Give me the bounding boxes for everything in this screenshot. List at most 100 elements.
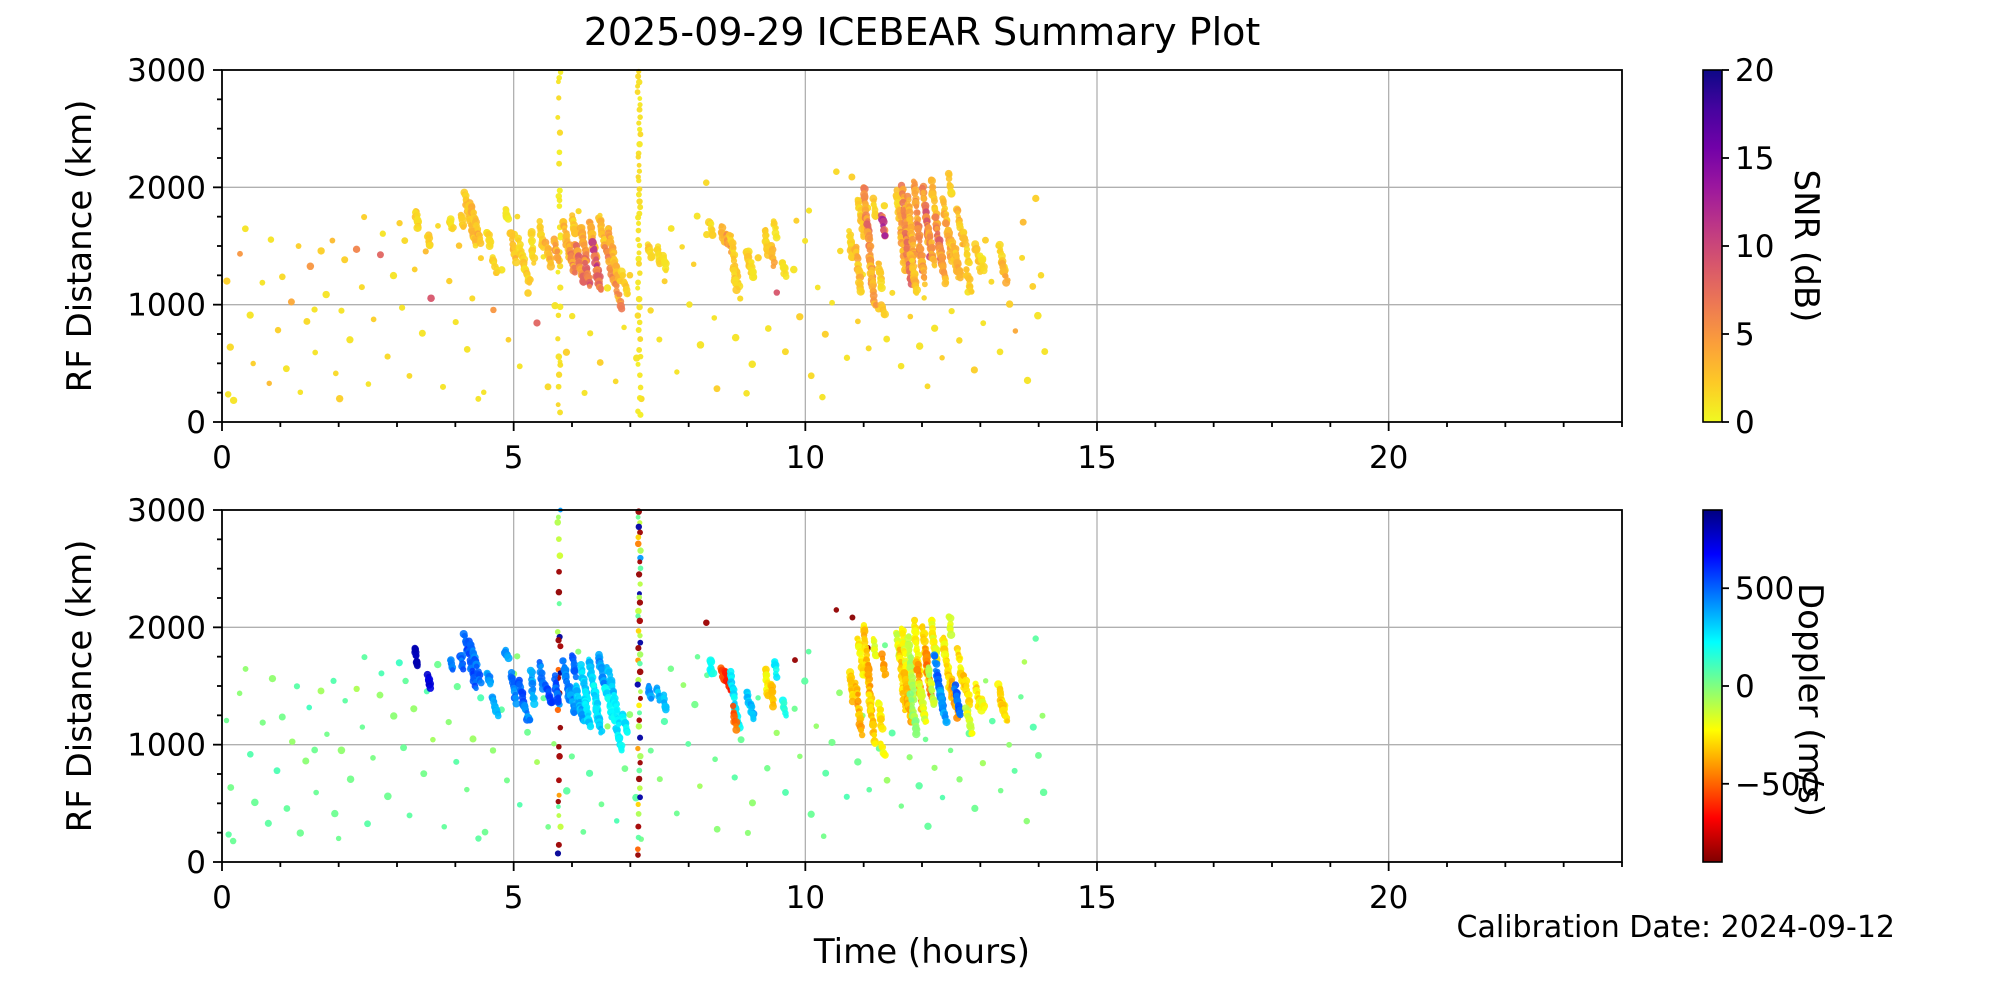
echo-point: [790, 265, 798, 274]
trail-point: [477, 679, 485, 687]
echo-point: [296, 829, 304, 837]
meteor-trail: [500, 646, 513, 663]
trail-point: [531, 260, 537, 266]
echo-point: [948, 308, 955, 315]
echo-point: [490, 306, 497, 314]
meteor-trail: [526, 666, 539, 709]
trail-point: [863, 647, 870, 654]
interference-point: [637, 353, 644, 360]
meteor-trail: [874, 260, 886, 293]
echo-point: [410, 705, 418, 713]
meteor-trail: [565, 683, 579, 717]
trail-point: [916, 245, 925, 253]
echo-point: [358, 284, 365, 291]
echo-point: [279, 273, 286, 281]
echo-point: [575, 648, 582, 655]
trail-point: [764, 232, 770, 239]
interference-point: [637, 760, 643, 766]
trail-point: [530, 699, 539, 709]
trail-point: [780, 264, 789, 273]
meteor-trail: [423, 231, 434, 250]
echo-point: [924, 383, 931, 390]
meteor-trail: [520, 261, 534, 286]
meteor-trail: [609, 691, 623, 728]
meteor-trail: [580, 694, 595, 731]
meteor-trail: [846, 228, 856, 262]
interference-point: [634, 540, 642, 548]
trail-point: [426, 242, 434, 250]
meteor-trail: [770, 658, 781, 681]
echo-point: [445, 718, 452, 726]
echo-point: [434, 660, 442, 669]
echo-point: [711, 315, 718, 321]
interference-point: [556, 187, 563, 194]
echo-point: [1039, 712, 1046, 719]
doppler-colorbar-label: Doppler (m/s): [1790, 582, 1830, 818]
trail-point: [866, 269, 875, 278]
echo-point: [226, 343, 234, 351]
meteor-trail: [877, 740, 889, 759]
interference-point: [636, 120, 642, 126]
echo-point: [764, 765, 771, 772]
echo-point: [568, 753, 575, 760]
echo-point: [463, 345, 471, 353]
echo-point: [246, 750, 254, 758]
echo-point: [829, 299, 835, 306]
trail-point: [613, 282, 620, 289]
trail-point: [881, 670, 890, 678]
echo-point: [337, 746, 346, 755]
echo-point: [524, 728, 531, 736]
interference-point: [554, 706, 562, 714]
trail-point: [881, 232, 889, 240]
echo-point: [907, 313, 914, 320]
echo-point: [854, 318, 861, 325]
interference-point: [636, 599, 644, 606]
echo-point: [389, 271, 398, 280]
meteor-trail: [959, 671, 974, 709]
interference-point: [556, 777, 562, 784]
echo-point: [223, 277, 231, 285]
y-tick-label: 1000: [127, 728, 206, 764]
trail-point: [956, 711, 964, 719]
echo-point: [982, 236, 989, 244]
trail-point: [928, 243, 937, 252]
trail-point: [969, 288, 975, 295]
echo-point: [712, 756, 718, 763]
echo-point: [453, 758, 460, 765]
y-tick-label: 3000: [127, 493, 206, 529]
meteor-trail: [951, 681, 964, 719]
echo-point: [755, 695, 761, 701]
trail-point: [648, 253, 656, 261]
meteor-trail: [519, 701, 534, 724]
interference-point: [555, 402, 561, 408]
meteor-trail: [767, 680, 777, 711]
trail-point: [485, 242, 494, 250]
echo-point: [317, 247, 325, 255]
echo-point: [563, 787, 571, 795]
echo-point: [342, 697, 348, 704]
echo-point: [980, 320, 987, 327]
y-tick-label: 2000: [127, 610, 206, 646]
echo-point: [656, 336, 663, 343]
echo-point: [801, 677, 809, 685]
trail-point: [572, 687, 581, 695]
echo-point: [346, 775, 355, 783]
trail-point: [877, 283, 886, 293]
echo-point: [398, 304, 406, 311]
interference-point: [636, 242, 643, 249]
echo-point: [921, 295, 927, 301]
meteor-trail: [603, 663, 617, 697]
colorbar-gradient: [1702, 69, 1723, 423]
trail-point: [473, 663, 480, 670]
echo-point: [792, 657, 798, 664]
trail-point: [956, 274, 964, 282]
interference-point: [637, 114, 643, 120]
echo-point: [1018, 694, 1024, 700]
interference-point: [636, 198, 643, 205]
echo-point: [516, 801, 523, 808]
echo-point: [390, 712, 398, 720]
trail-point: [879, 656, 886, 662]
trail-point: [648, 695, 655, 702]
trail-point: [588, 238, 597, 247]
